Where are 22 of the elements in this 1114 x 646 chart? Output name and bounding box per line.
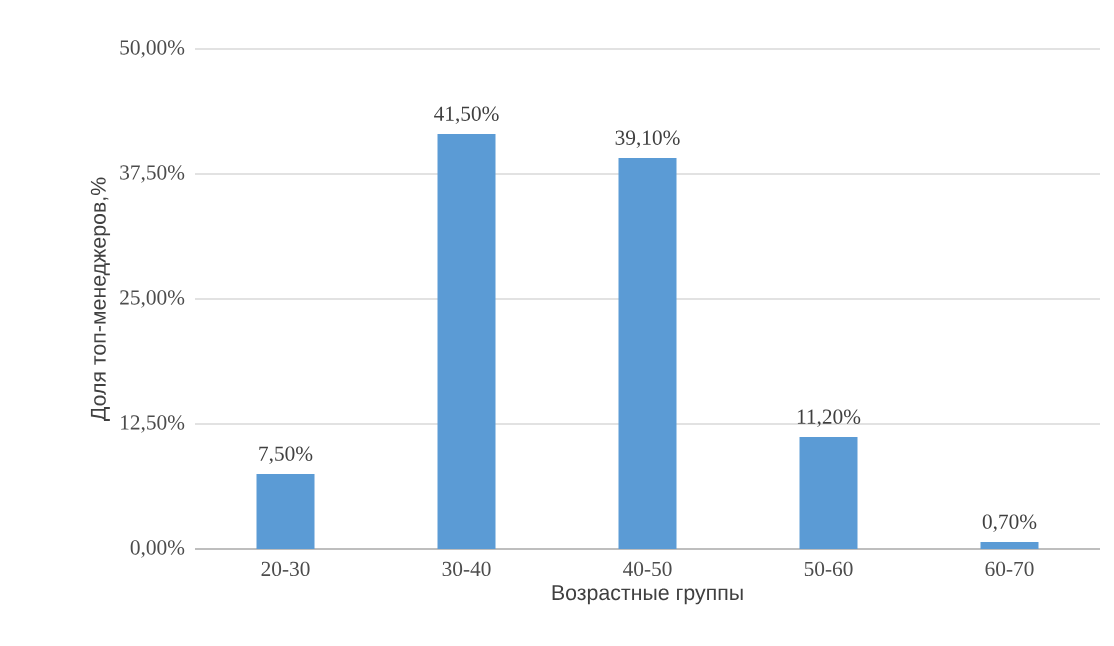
data-label: 41,50% — [434, 106, 499, 124]
data-label: 11,20% — [797, 409, 861, 427]
y-tick-label: 37,50% — [120, 165, 185, 183]
x-tick-label: 30-40 — [442, 561, 491, 577]
data-label: 0,70% — [982, 514, 1037, 532]
x-tick-label: 60-70 — [985, 561, 1034, 577]
x-tick-label: 20-30 — [261, 561, 310, 577]
x-tick-label: 50-60 — [804, 561, 853, 577]
x-tick-label: 40-50 — [623, 561, 672, 577]
data-label: 39,10% — [615, 130, 680, 148]
bar — [980, 541, 1039, 549]
bar — [437, 133, 496, 549]
y-tick-label: 25,00% — [120, 290, 185, 308]
y-tick-label: 50,00% — [120, 40, 185, 58]
y-axis-title: Доля топ-менеджеров,% — [90, 177, 111, 421]
bar — [256, 473, 315, 549]
bar — [799, 436, 858, 549]
y-tick-label: 0,00% — [130, 540, 185, 558]
y-tick-label: 12,50% — [121, 415, 185, 433]
data-label: 7,50% — [259, 446, 313, 464]
bar — [618, 157, 677, 549]
x-axis-title: Возрастные группы — [552, 585, 743, 605]
